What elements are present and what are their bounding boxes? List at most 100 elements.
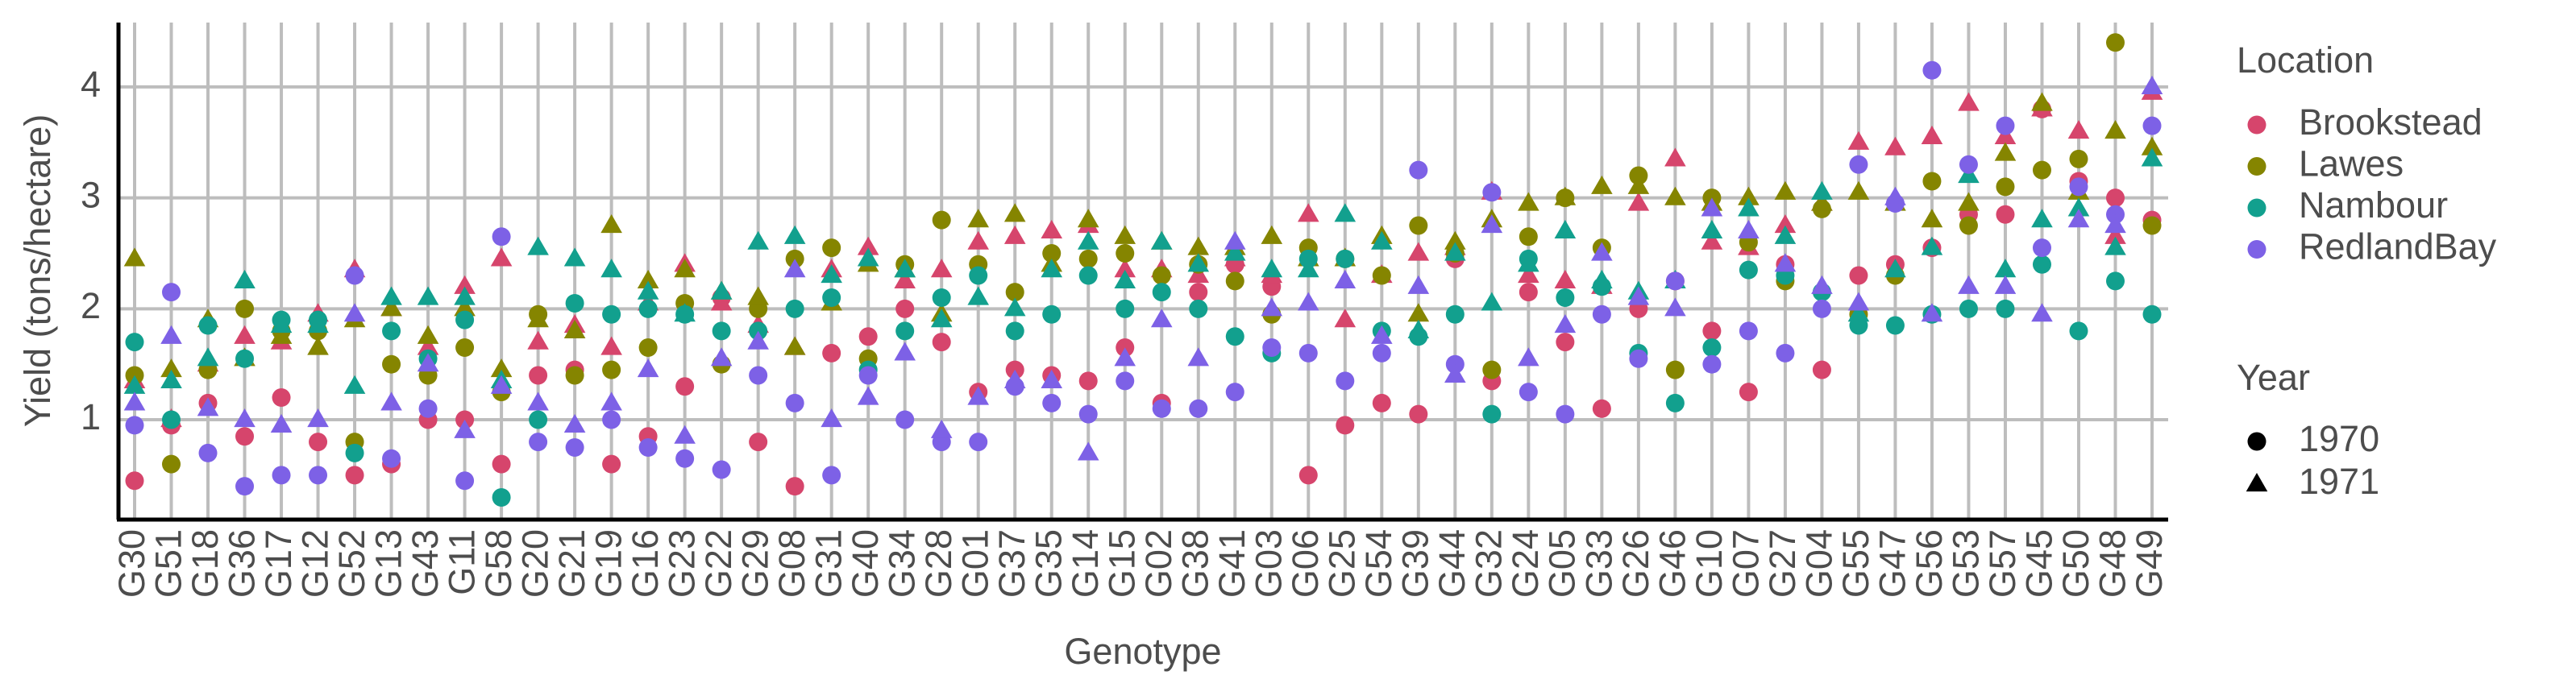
data-point bbox=[2142, 304, 2162, 324]
data-point bbox=[1518, 347, 1539, 367]
data-point bbox=[783, 336, 806, 355]
legend-swatch bbox=[2247, 157, 2266, 176]
data-point bbox=[858, 327, 878, 346]
x-tick-label: G53 bbox=[1945, 529, 1986, 598]
data-point bbox=[1152, 283, 1171, 302]
data-point bbox=[234, 269, 256, 288]
data-point bbox=[345, 266, 364, 285]
x-tick-label: G52 bbox=[331, 529, 372, 598]
data-point bbox=[2104, 214, 2126, 234]
data-point bbox=[345, 466, 364, 485]
data-point bbox=[1994, 142, 2017, 161]
data-point bbox=[967, 386, 990, 405]
data-point bbox=[1261, 297, 1283, 317]
data-point bbox=[1518, 253, 1539, 272]
x-tick-label: G29 bbox=[735, 529, 776, 598]
x-tick-label: G47 bbox=[1872, 529, 1913, 598]
x-tick-label: G32 bbox=[1469, 529, 1510, 598]
data-point bbox=[1554, 219, 1577, 239]
data-point bbox=[1116, 243, 1135, 263]
data-point bbox=[1407, 319, 1430, 338]
data-point bbox=[563, 319, 586, 338]
data-point bbox=[1591, 175, 1613, 194]
data-point bbox=[123, 392, 146, 411]
data-point bbox=[894, 342, 916, 361]
legend-label: Brookstead bbox=[2299, 102, 2483, 143]
x-tick-label: G46 bbox=[1652, 529, 1693, 598]
data-point bbox=[1556, 333, 1575, 352]
data-point bbox=[932, 210, 951, 230]
data-point bbox=[602, 304, 621, 324]
data-point bbox=[1187, 253, 1210, 272]
data-point bbox=[235, 299, 255, 318]
data-point bbox=[1077, 230, 1099, 250]
y-tick-label: 2 bbox=[81, 285, 101, 326]
data-point bbox=[2032, 238, 2051, 258]
data-point bbox=[1702, 338, 1722, 358]
legend-swatch bbox=[2247, 432, 2266, 451]
data-point bbox=[2031, 92, 2053, 111]
data-point bbox=[2104, 119, 2126, 139]
data-point bbox=[1812, 299, 1831, 318]
data-point bbox=[1078, 404, 1098, 424]
x-tick-label: G54 bbox=[1358, 529, 1399, 598]
data-point bbox=[1041, 369, 1063, 388]
data-point bbox=[527, 392, 549, 411]
data-point bbox=[785, 299, 804, 318]
data-point bbox=[674, 425, 696, 444]
x-tick-label: G33 bbox=[1578, 529, 1619, 598]
legend-swatch bbox=[2247, 240, 2266, 259]
x-tick-label: G36 bbox=[221, 529, 262, 598]
data-point bbox=[1041, 259, 1063, 278]
data-point bbox=[270, 313, 293, 334]
x-tick-label: G44 bbox=[1431, 529, 1473, 598]
data-point bbox=[270, 413, 293, 433]
data-point bbox=[2141, 147, 2163, 167]
data-point bbox=[1774, 180, 1797, 200]
data-point bbox=[1187, 236, 1210, 255]
data-point bbox=[857, 236, 879, 255]
data-point bbox=[600, 214, 622, 234]
data-point bbox=[1811, 180, 1833, 200]
data-point bbox=[235, 477, 255, 496]
data-point bbox=[822, 288, 841, 308]
data-point bbox=[602, 454, 621, 474]
data-point bbox=[1372, 393, 1391, 412]
data-point bbox=[1921, 125, 1943, 144]
data-point bbox=[1444, 230, 1466, 250]
data-point bbox=[930, 309, 953, 328]
data-point bbox=[1189, 399, 1208, 418]
data-point bbox=[969, 266, 988, 285]
data-point bbox=[895, 321, 915, 341]
data-point bbox=[490, 358, 513, 378]
data-point bbox=[674, 303, 696, 322]
data-point bbox=[1556, 288, 1575, 308]
data-point bbox=[160, 369, 182, 388]
x-tick-label: G22 bbox=[698, 529, 739, 598]
data-point bbox=[309, 433, 328, 452]
data-point bbox=[1958, 92, 1980, 111]
data-point bbox=[382, 321, 401, 341]
data-point bbox=[2067, 119, 2090, 139]
shape-legend-title: Year bbox=[2237, 357, 2310, 398]
y-tick-label: 3 bbox=[81, 174, 101, 215]
data-point bbox=[162, 454, 181, 474]
data-point bbox=[1336, 371, 1355, 391]
data-point bbox=[234, 408, 256, 428]
data-point bbox=[1150, 230, 1173, 250]
data-point bbox=[1518, 264, 1539, 284]
data-point bbox=[710, 280, 733, 300]
data-point bbox=[895, 299, 915, 318]
data-point bbox=[492, 487, 511, 507]
data-point bbox=[2032, 255, 2051, 274]
data-point bbox=[1152, 266, 1171, 285]
data-point bbox=[1444, 363, 1466, 383]
x-tick-label: G06 bbox=[1285, 529, 1326, 598]
x-tick-label: G57 bbox=[1982, 529, 2023, 598]
data-point bbox=[600, 336, 622, 355]
data-point bbox=[2069, 321, 2088, 341]
data-point bbox=[1996, 177, 2015, 197]
data-point bbox=[490, 375, 513, 394]
data-point bbox=[1994, 275, 2017, 294]
data-point bbox=[1482, 360, 1502, 379]
